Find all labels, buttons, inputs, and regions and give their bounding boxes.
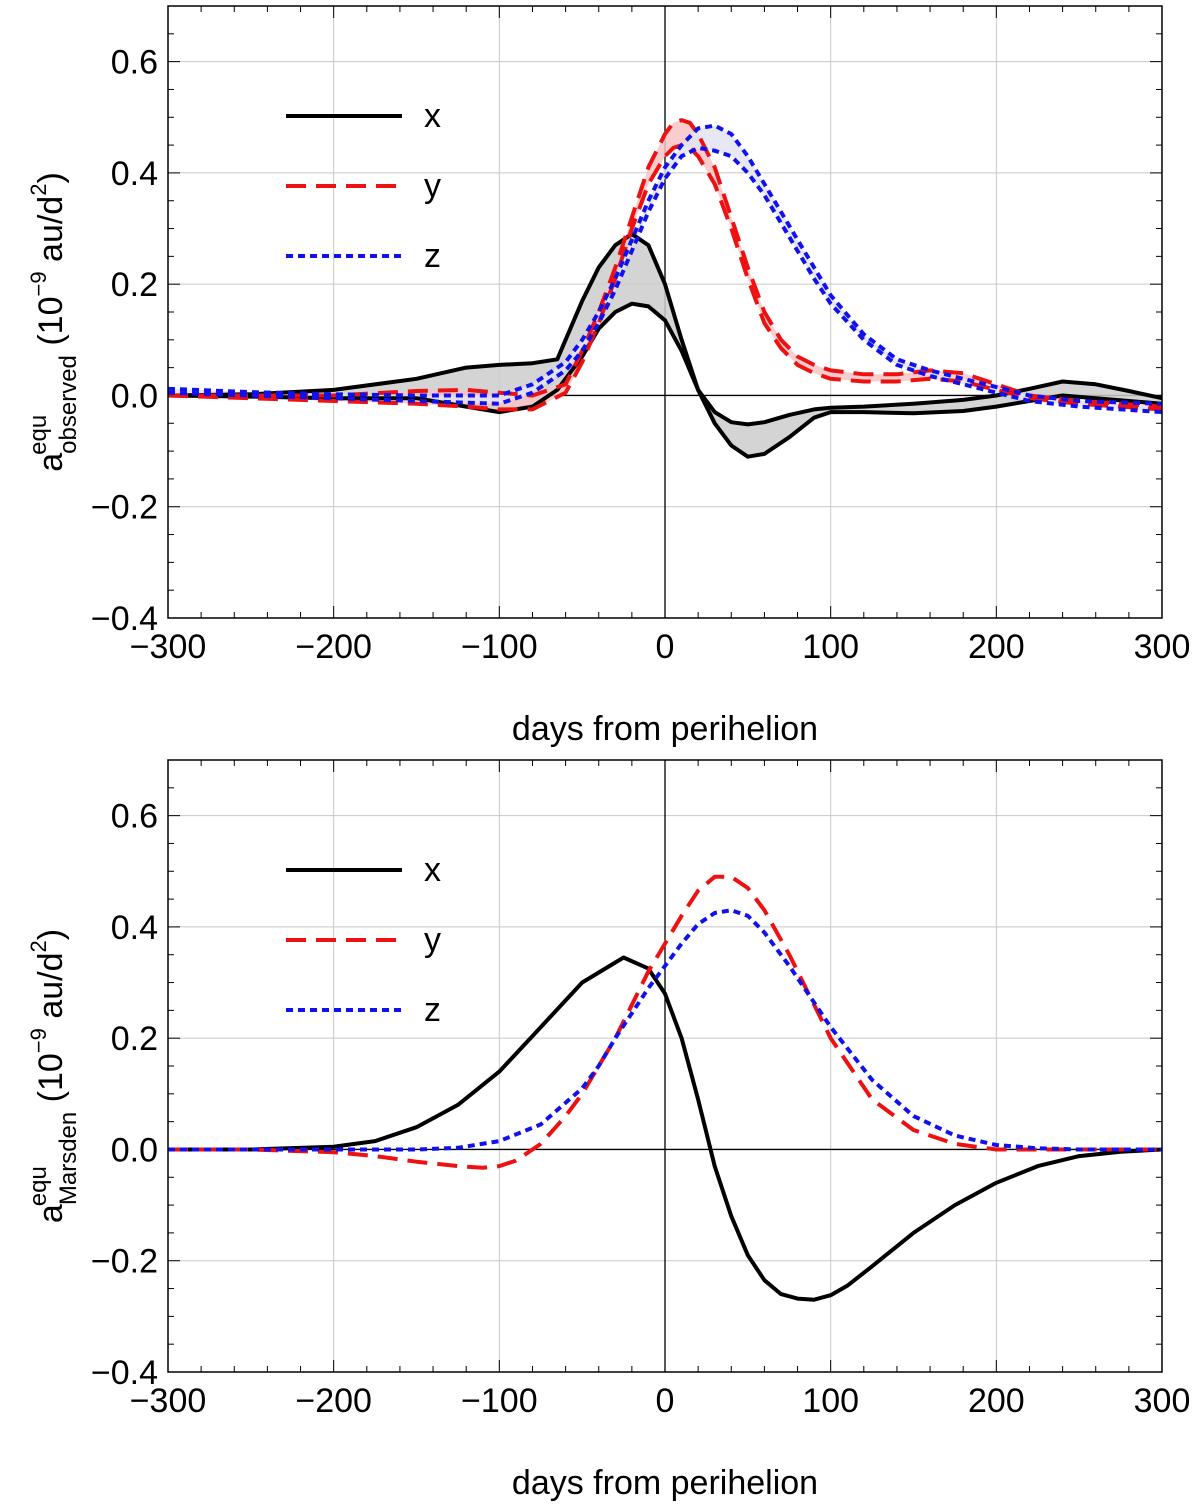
series-line-y-upper (168, 118, 1162, 409)
y-tick-label: 0.6 (111, 44, 158, 82)
y-tick-label: 0.2 (111, 266, 158, 304)
plot-frame (167, 759, 1163, 1373)
y-tick-label: −0.4 (91, 1354, 158, 1392)
x-tick-label: 100 (802, 1382, 859, 1420)
x-tick-label: 0 (656, 1382, 675, 1420)
y-axis-title-unit-close: ) (32, 929, 70, 940)
y-axis-title-unit-mid: au/d (32, 952, 70, 1028)
y-tick-label: 0.6 (111, 798, 158, 836)
legend-label-y: y (424, 921, 441, 959)
y-axis-title-base: a (32, 1204, 70, 1223)
x-tick-label: 200 (968, 1382, 1025, 1420)
y-axis-title-unit-open: (10 (32, 297, 70, 356)
y-axis-title-unit-exp: −9 (26, 271, 51, 296)
y-tick-label: −0.4 (91, 600, 158, 638)
series-line-y (168, 874, 1162, 1170)
series-line-x (168, 955, 1162, 1302)
y-axis-title-sup: equ (25, 415, 52, 455)
legend-label-z: z (424, 991, 441, 1029)
series-line-z-lower (168, 145, 1162, 415)
x-tick-label: −200 (295, 1382, 372, 1420)
x-tick-label: 300 (1134, 1382, 1191, 1420)
y-axis-title: aequ observed (10−9 au/d2) (25, 172, 82, 472)
y-axis-title-unit-close: ) (32, 172, 70, 183)
x-tick-label: 200 (968, 628, 1025, 666)
x-axis-title: days from perihelion (512, 1464, 818, 1502)
y-tick-label: −0.2 (91, 489, 158, 527)
y-axis-title-base: a (32, 453, 70, 472)
series-line-z (168, 908, 1162, 1152)
y-axis-title-unit-exp: −9 (26, 1028, 51, 1053)
x-tick-label: −100 (461, 628, 538, 666)
y-axis-title: aequ Marsden (10−9 au/d2) (25, 929, 82, 1223)
y-tick-label: −0.2 (91, 1243, 158, 1281)
legend-label-x: x (424, 97, 441, 135)
series-line-x-upper (168, 232, 1162, 427)
x-axis-title: days from perihelion (512, 710, 818, 748)
y-tick-label: 0.4 (111, 909, 158, 947)
x-tick-label: −300 (130, 628, 207, 666)
series-line-z-upper (168, 123, 1162, 406)
y-axis-title-sub: observed (55, 355, 82, 454)
chart-bottom-panel: −300 −200 −100 0 100 200 300 −0.4 −0.2 0.0 0.2 0.4 0… (25, 759, 1191, 1502)
y-tick-label: 0.0 (111, 377, 158, 415)
x-tick-label: 0 (656, 628, 675, 666)
x-tick-label: 100 (802, 628, 859, 666)
y-axis-title-unit-mid: au/d (32, 196, 70, 272)
chart-top-panel: −300 −200 −100 0 100 200 300 −0.4 −0.2 0.0 0.2 0.4 0… (25, 5, 1191, 748)
x-tick-label: −100 (461, 1382, 538, 1420)
y-axis-title-unit-sq: 2 (26, 940, 51, 952)
data-layer (168, 874, 1162, 1302)
legend-label-y: y (424, 167, 441, 205)
x-tick-label: 300 (1134, 628, 1191, 666)
x-tick-label: −200 (295, 628, 372, 666)
y-axis-title-sub: Marsden (55, 1112, 82, 1205)
y-tick-label: 0.0 (111, 1131, 158, 1169)
y-axis-title-unit-sq: 2 (26, 184, 51, 196)
legend-label-x: x (424, 851, 441, 889)
legend-label-z: z (424, 237, 441, 275)
y-tick-label: 0.2 (111, 1020, 158, 1058)
plot-frame (167, 5, 1163, 619)
y-axis-title-unit-open: (10 (32, 1053, 70, 1112)
y-tick-label: 0.4 (111, 155, 158, 193)
data-layer (168, 118, 1162, 459)
y-axis-title-sup: equ (25, 1166, 52, 1206)
x-tick-label: −300 (130, 1382, 207, 1420)
